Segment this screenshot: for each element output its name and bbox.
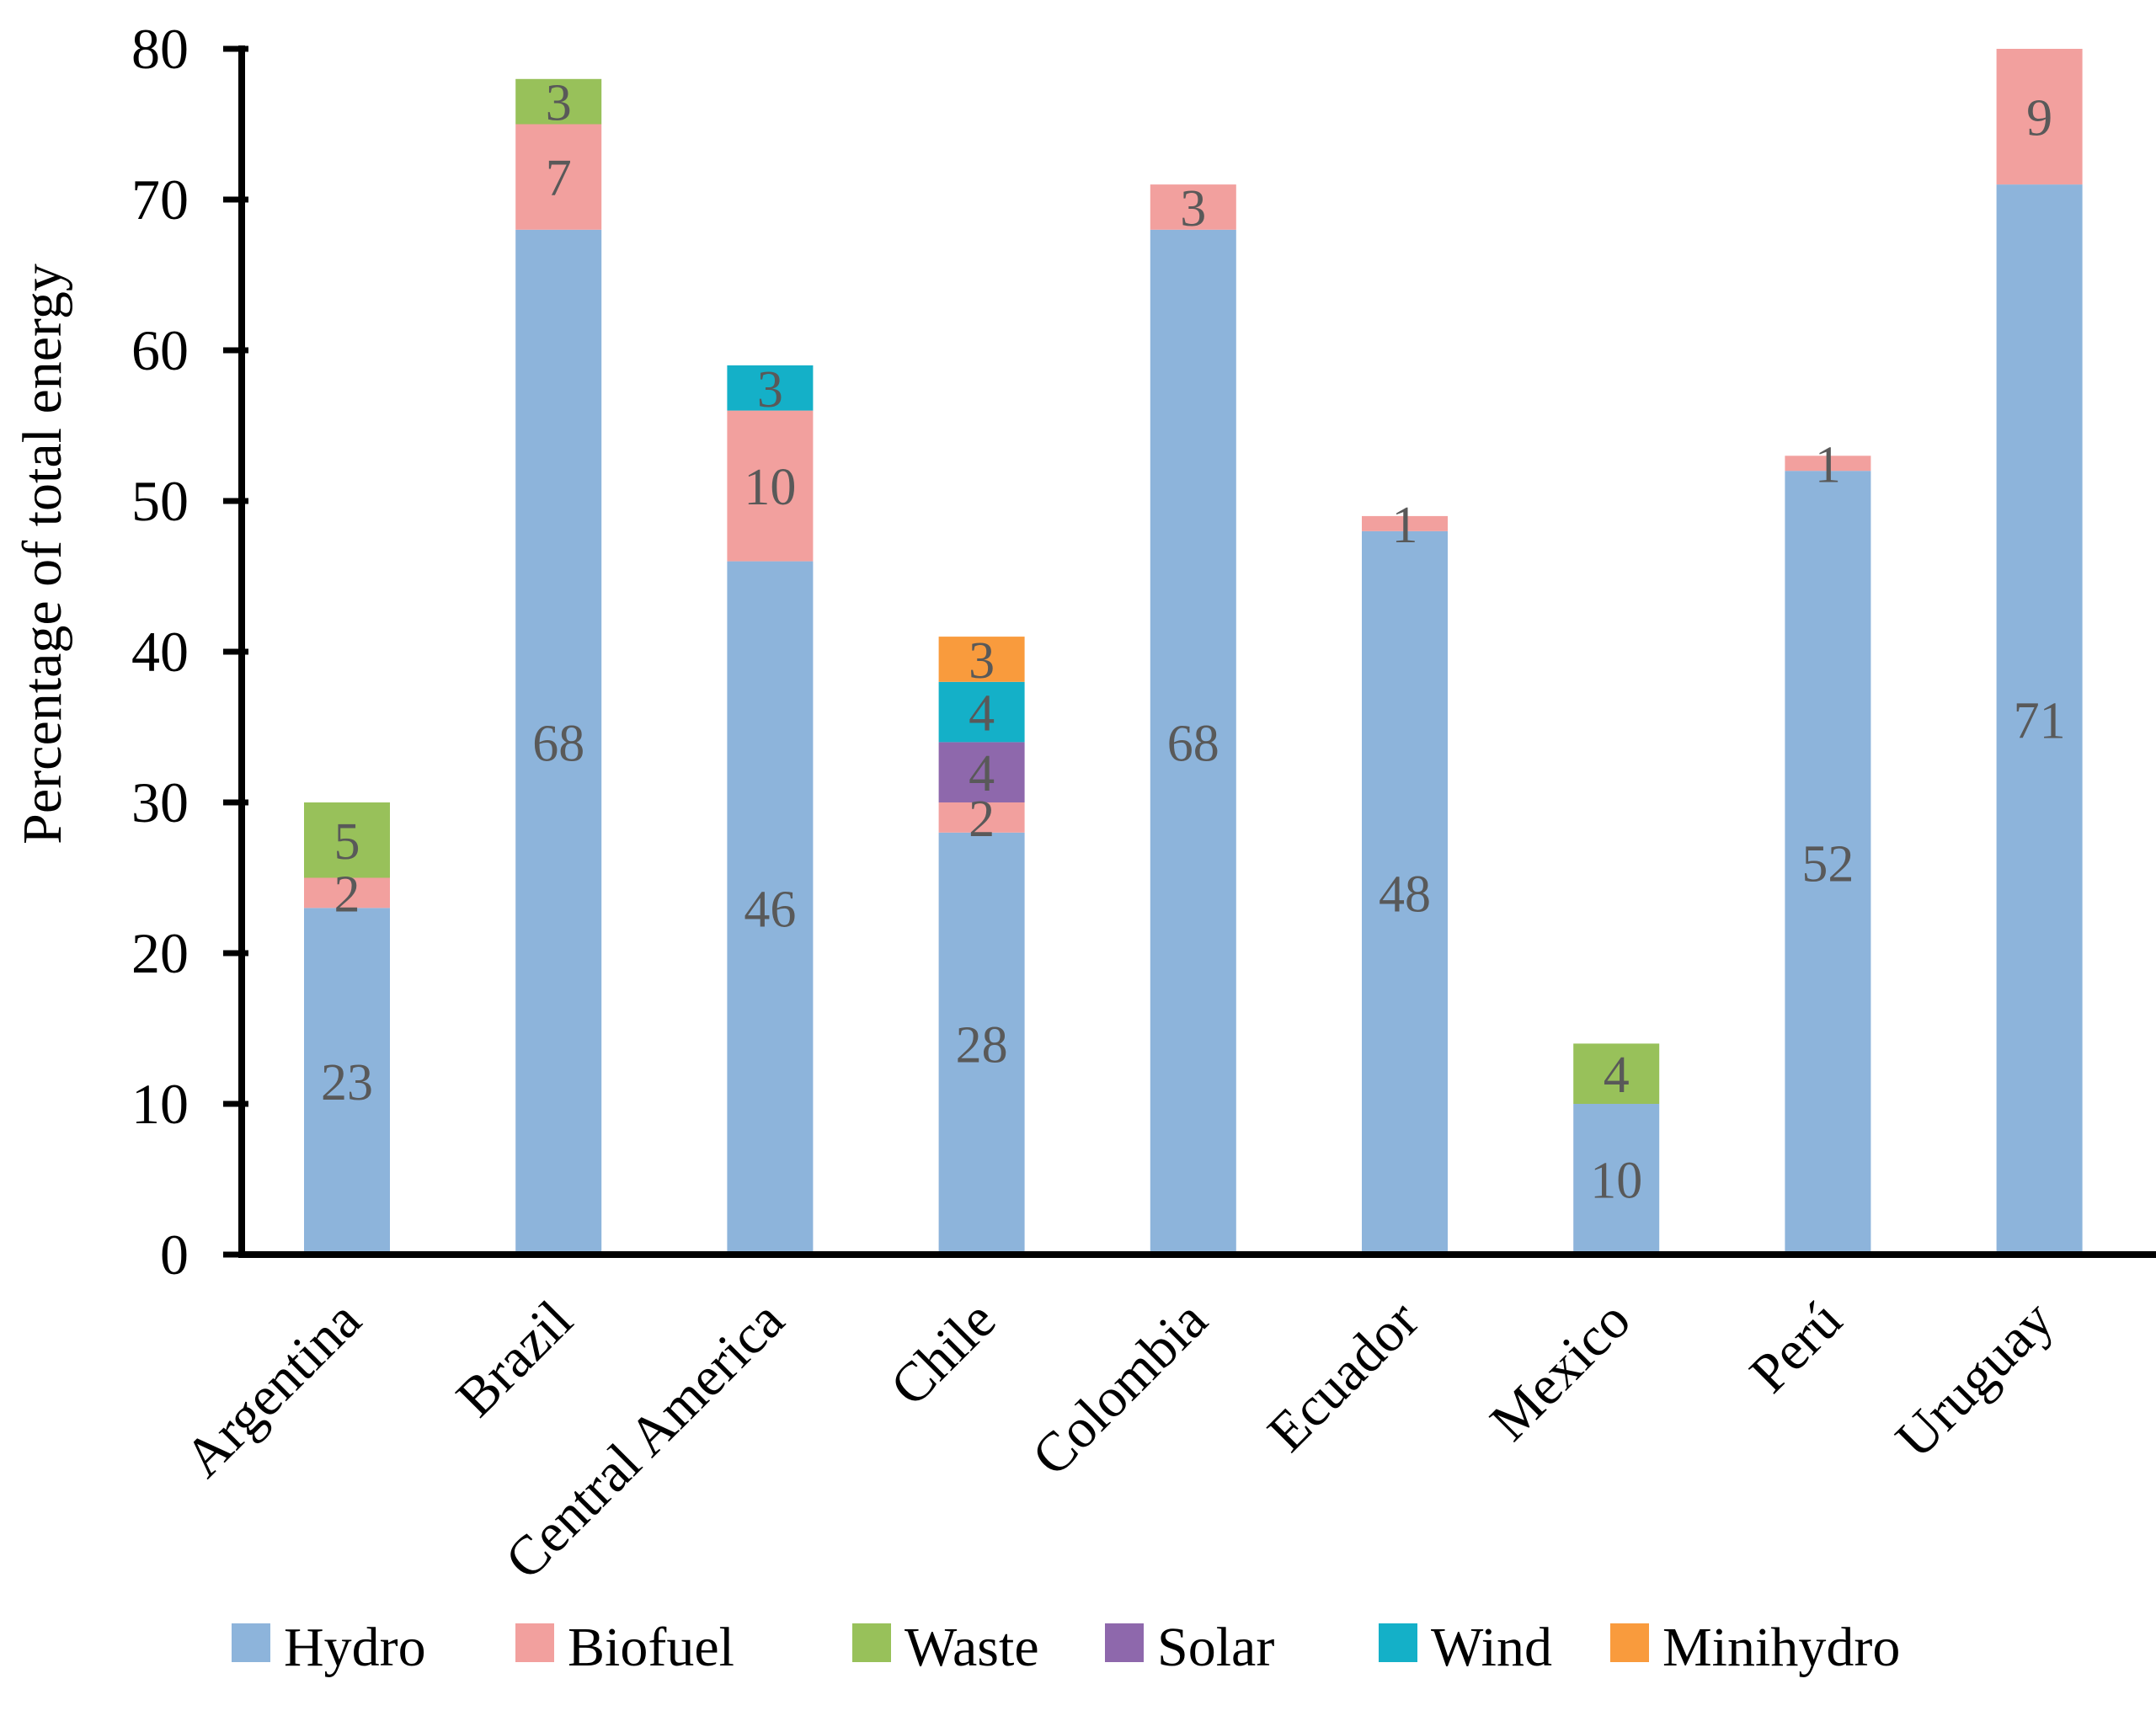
axes-layer: [223, 45, 2156, 1258]
legend-label-wind: Wind: [1431, 1617, 1552, 1678]
y-tick-label-30: 30: [131, 770, 189, 834]
legend-label-minihydro: Minihydro: [1662, 1617, 1900, 1678]
bar-brazil-biofuel: [515, 124, 602, 230]
category-label-brazil: Brazil: [445, 1289, 584, 1429]
legend-label-hydro: Hydro: [284, 1617, 426, 1678]
data-label-chile-solar: 4: [969, 745, 995, 802]
category-label-chile: Chile: [878, 1289, 1007, 1418]
legend-label-solar: Solar: [1157, 1617, 1274, 1678]
y-tick-label-60: 60: [131, 318, 189, 382]
data-label-peru-hydro: 52: [1801, 836, 1854, 893]
data-label-ecuador-biofuel: 1: [1392, 497, 1418, 554]
data-label-peru-biofuel: 1: [1815, 436, 1841, 493]
category-label-mexico: Mexico: [1479, 1289, 1642, 1452]
bar-peru-biofuel: [1785, 456, 1871, 472]
legend-label-biofuel: Biofuel: [568, 1617, 734, 1678]
bar-chile-biofuel: [938, 802, 1025, 833]
legend-swatch-biofuel: [515, 1623, 554, 1662]
category-label-ecuador: Ecuador: [1257, 1289, 1431, 1463]
bar-chile-wind: [938, 681, 1025, 743]
y-tick-label-40: 40: [131, 620, 189, 684]
bar-ecuador-biofuel: [1362, 515, 1448, 531]
legend-swatch-wind: [1379, 1623, 1417, 1662]
bar-colombia-hydro: [1150, 229, 1236, 1255]
data-label-brazil-hydro: 68: [532, 715, 584, 772]
bar-chile-hydro: [938, 832, 1025, 1255]
legend-swatch-solar: [1105, 1623, 1144, 1662]
legend-swatch-hydro: [232, 1623, 270, 1662]
y-tick-label-80: 80: [131, 17, 189, 81]
category-label-peru: Perú: [1738, 1289, 1854, 1404]
data-label-chile-biofuel: 2: [969, 791, 995, 848]
bar-argentina-hydro: [304, 908, 390, 1255]
data-label-central-america-wind: 3: [757, 361, 783, 418]
y-tick-labels: 0 10 20 30 40 50 60 70 80: [131, 17, 189, 1287]
bar-brazil-waste: [515, 78, 602, 125]
y-tick-label-70: 70: [131, 168, 189, 232]
data-label-colombia-biofuel: 3: [1180, 180, 1206, 237]
legend-swatch-waste: [852, 1623, 891, 1662]
data-label-uruguay-biofuel: 9: [2026, 90, 2052, 147]
bar-brazil-hydro: [515, 229, 602, 1255]
data-label-mexico-waste: 4: [1604, 1047, 1630, 1104]
data-label-brazil-waste: 3: [546, 75, 572, 132]
data-label-chile-hydro: 28: [956, 1016, 1008, 1074]
bar-central-america-wind: [727, 365, 814, 411]
y-tick-label-10: 10: [131, 1072, 189, 1136]
y-tick-label-20: 20: [131, 921, 189, 985]
data-label-central-america-hydro: 46: [744, 881, 796, 938]
category-label-uruguay: Uruguay: [1884, 1289, 2065, 1470]
bar-chile-minihydro: [938, 637, 1025, 682]
data-label-chile-wind: 4: [969, 685, 995, 743]
bar-chile-solar: [938, 742, 1025, 802]
data-label-uruguay-hydro: 71: [2014, 693, 2066, 750]
bar-argentina-waste: [304, 802, 390, 878]
bar-uruguay-hydro: [1996, 184, 2083, 1255]
category-label-colombia: Colombia: [1021, 1289, 1219, 1488]
bar-peru-hydro: [1785, 471, 1871, 1255]
data-label-argentina-waste: 5: [334, 813, 360, 871]
bar-argentina-biofuel: [304, 877, 390, 909]
y-tick-label-50: 50: [131, 469, 189, 533]
bar-mexico-hydro: [1573, 1104, 1660, 1255]
bar-uruguay-biofuel: [1996, 49, 2083, 185]
legend: Hydro Biofuel Waste Solar Wind Minihydro: [232, 1617, 1900, 1678]
bars-layer: [304, 49, 2083, 1255]
data-label-argentina-hydro: 23: [321, 1054, 373, 1111]
data-label-ecuador-hydro: 48: [1379, 866, 1431, 923]
data-label-mexico-hydro: 10: [1590, 1153, 1642, 1210]
y-axis-title: Percentage of total energy: [12, 264, 73, 845]
data-label-chile-minihydro: 3: [969, 632, 995, 690]
bar-mexico-waste: [1573, 1043, 1660, 1104]
bar-central-america-hydro: [727, 561, 814, 1255]
category-label-argentina: Argentina: [173, 1289, 372, 1489]
legend-swatch-minihydro: [1610, 1623, 1649, 1662]
data-label-brazil-biofuel: 7: [546, 150, 572, 207]
legend-label-waste: Waste: [905, 1617, 1039, 1678]
bar-colombia-biofuel: [1150, 184, 1236, 230]
data-label-central-america-biofuel: 10: [744, 459, 796, 516]
data-label-argentina-biofuel: 2: [334, 866, 360, 923]
y-tick-label-0: 0: [160, 1223, 189, 1287]
bar-ecuador-hydro: [1362, 530, 1448, 1255]
data-label-colombia-hydro: 68: [1167, 715, 1219, 772]
bar-central-america-biofuel: [727, 410, 814, 562]
